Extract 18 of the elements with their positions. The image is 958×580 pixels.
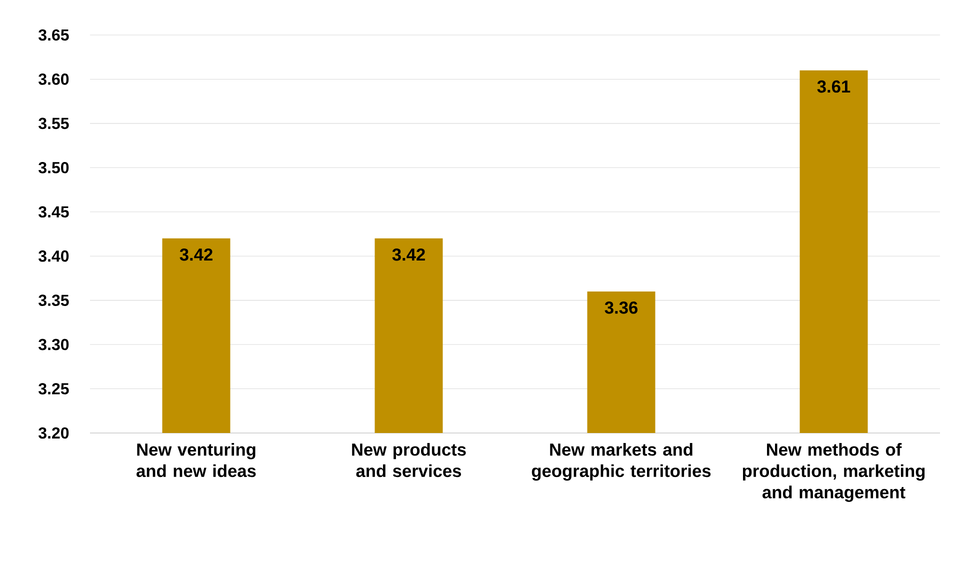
y-tick-label: 3.25 — [38, 383, 69, 394]
y-tick-label: 3.60 — [38, 74, 69, 85]
x-tick-label: New methods of production, marketing and management — [742, 443, 925, 502]
y-tick-label: 3.45 — [38, 206, 69, 218]
y-tick-label: 3.55 — [38, 118, 69, 130]
x-tick-label: New markets and geographic territories — [532, 443, 711, 481]
data-label: 3.36 — [604, 302, 638, 314]
data-label: 3.42 — [180, 248, 212, 261]
y-tick-label: 3.65 — [38, 29, 69, 41]
y-tick-label: 3.50 — [38, 162, 69, 174]
data-label: 3.42 — [392, 248, 425, 261]
x-tick-label: New products and services — [352, 443, 466, 478]
x-tick-label: New venturing and new ideas — [136, 443, 256, 478]
y-tick-label: 3.35 — [38, 294, 69, 306]
y-tick-label: 3.30 — [38, 338, 69, 350]
y-tick-label: 3.20 — [38, 427, 69, 439]
data-label: 3.61 — [817, 80, 850, 93]
y-tick-label: 3.40 — [38, 250, 69, 262]
